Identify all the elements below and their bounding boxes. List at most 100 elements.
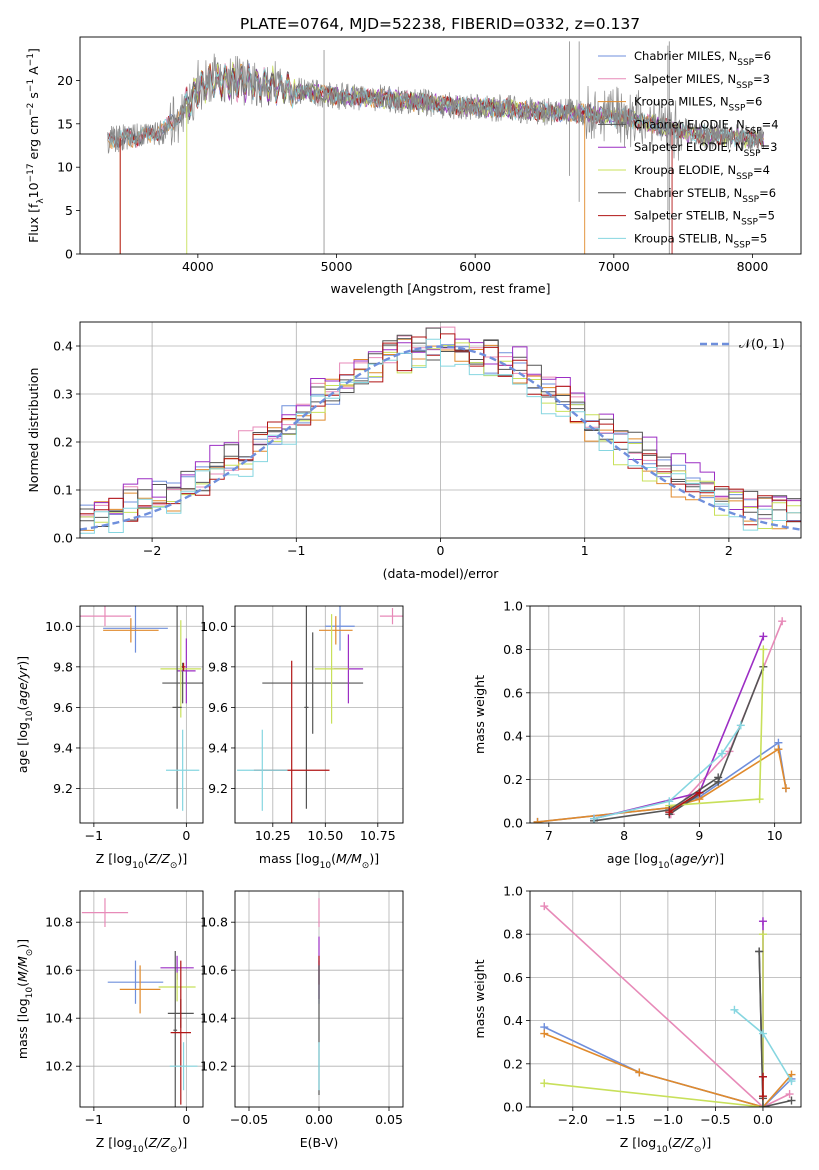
weight-series-line — [668, 791, 700, 813]
label-part: age/yr — [674, 851, 715, 866]
label-part: mass [log — [15, 998, 30, 1059]
x-tick-label: 10.50 — [307, 828, 343, 843]
error-bar-point — [177, 638, 196, 704]
label-part: )] — [15, 939, 30, 949]
label-part: Kroupa MILES, N — [634, 95, 729, 109]
error-bar-point — [262, 632, 364, 734]
y-tick-label: 0.0 — [503, 1100, 523, 1115]
x-tick-label: 9 — [695, 828, 703, 843]
error-bar-point — [80, 606, 131, 627]
label-part: )] — [701, 1135, 711, 1150]
x-axis-label: Z [log10(Z/Z⊙)] — [620, 1135, 711, 1155]
weight-marker — [714, 773, 723, 782]
label-part: Kroupa STELIB, N — [634, 231, 734, 245]
label-part: age [log — [15, 722, 30, 773]
label-part: Z/Z — [148, 851, 171, 866]
y-tick-label: 10.0 — [45, 619, 73, 634]
y-tick-label: 10.0 — [200, 619, 228, 634]
y-axis-label: mass [log10(M/M⊙)] — [15, 939, 35, 1059]
y-tick-label: 9.6 — [208, 700, 228, 715]
legend-label: Salpeter ELODIE, NSSP=3 — [634, 140, 777, 159]
weight-marker — [540, 902, 549, 911]
y-tick-label: 0.0 — [53, 531, 73, 546]
axes-frame — [529, 605, 802, 824]
y-tick-label: 9.8 — [208, 659, 228, 674]
weight-marker — [774, 745, 783, 754]
subscript: 10 — [25, 710, 35, 722]
subscript: −2 — [26, 103, 36, 116]
weight-marker — [758, 1103, 767, 1107]
subscript: SSP — [729, 104, 746, 114]
weight-marker — [540, 1079, 549, 1088]
y-tick-label: 10.2 — [200, 1059, 228, 1074]
weight-marker — [778, 617, 787, 626]
subscript: 10 — [320, 861, 332, 871]
x-tick-label: 8000 — [737, 259, 769, 274]
error-bar-point — [170, 960, 191, 1105]
weight-marker — [758, 930, 767, 939]
subscript: ⊙ — [170, 1145, 178, 1155]
plot-area-spectrum — [107, 41, 764, 254]
x-tick-label: 10.25 — [255, 828, 291, 843]
y-tick-label: 0.0 — [503, 816, 523, 831]
label-part: Z [log — [96, 851, 132, 866]
y-tick-label: 0.4 — [53, 339, 73, 354]
axes-age_vs_mass: 10.25 10.50 10.75 9.2 9.4 9.6 9.8 10.0 mass [log… — [200, 605, 404, 871]
y-tick-label: 10.4 — [45, 1011, 73, 1026]
y-tick-label: 15 — [57, 116, 73, 131]
error-bar-point — [181, 662, 186, 671]
y-tick-label: 20 — [57, 73, 73, 88]
label-part: )] — [15, 656, 30, 666]
weight-series-line — [593, 636, 765, 820]
x-axis-label: Z [log10(Z/Z⊙)] — [96, 851, 187, 871]
error-bar-point — [160, 620, 202, 718]
y-tick-label: 10.8 — [45, 915, 73, 930]
plot-area-residuals — [80, 326, 801, 534]
weight-marker — [787, 1096, 796, 1105]
x-tick-label: −0.05 — [230, 1112, 268, 1127]
subscript: 10 — [658, 861, 670, 871]
label-part: ( — [669, 851, 674, 866]
label-part: )] — [714, 851, 724, 866]
weight-marker — [755, 947, 764, 956]
axes-mass_vs_z: −1 010.210.410.610.8Z [log10(Z/Z⊙)]mass [… — [15, 890, 204, 1155]
subscript: SSP — [736, 81, 753, 91]
axes-frame — [234, 605, 404, 824]
error-bar-point — [304, 606, 309, 809]
label-part: =5 — [750, 231, 767, 245]
figure-title: PLATE=0764, MJD=52238, FIBERID=0332, z=0… — [240, 15, 640, 33]
legend-label: 𝒩(0, 1) — [739, 336, 785, 351]
y-tick-label: 10.2 — [45, 1059, 73, 1074]
weight-marker — [730, 1005, 739, 1014]
x-tick-label: 6000 — [459, 259, 491, 274]
error-bar-point — [237, 729, 288, 811]
y-tick-label: 9.2 — [53, 781, 73, 796]
legend-label: Chabrier MILES, NSSP=6 — [634, 49, 771, 68]
y-tick-label: 10 — [57, 160, 73, 175]
weight-marker — [717, 749, 726, 758]
label-part: s — [26, 92, 41, 103]
weight-marker — [758, 1029, 767, 1038]
plot-area-age_vs_mass — [237, 606, 403, 823]
x-tick-label: 0.0 — [753, 1112, 773, 1127]
y-tick-label: 9.4 — [53, 740, 73, 755]
x-tick-label: 4000 — [182, 259, 214, 274]
x-tick-label: 1 — [581, 543, 589, 558]
y-tick-label: 0.1 — [53, 483, 73, 498]
label-part: ( — [331, 851, 336, 866]
y-tick-label: 0.4 — [503, 1013, 523, 1028]
label-part: Flux [f — [26, 203, 41, 243]
label-part: mass [log — [259, 851, 320, 866]
subscript: SSP — [745, 126, 762, 136]
x-tick-label: 2 — [725, 543, 733, 558]
axes-weight_vs_z: −2.0 −1.5 −1.0 −0.5 0.0 0.0 0.2 0.4 0.6 0.8 1.0 Z [… — [472, 884, 802, 1155]
weight-marker — [758, 1072, 767, 1081]
subscript: ⊙ — [694, 1145, 702, 1155]
y-tick-label: 0.2 — [503, 772, 523, 787]
y-tick-label: 0.6 — [503, 970, 523, 985]
subscript: SSP — [737, 58, 754, 68]
error-bar-point — [81, 898, 129, 927]
error-bar-point — [319, 616, 353, 645]
label-part: ( — [144, 1135, 149, 1150]
